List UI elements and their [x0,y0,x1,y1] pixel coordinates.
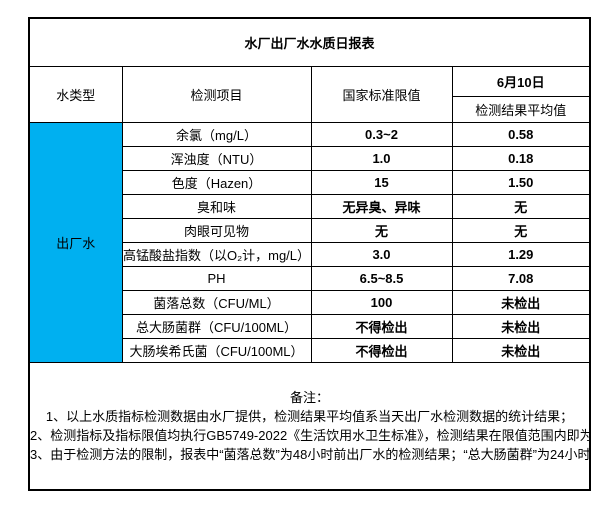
result-cell: 1.50 [451,170,591,195]
header-result-average: 检测结果平均值 [451,96,591,123]
note-line: 3、由于检测方法的限制，报表中“菌落总数”为48小时前出厂水的检测结果；“总大肠… [30,447,591,462]
note-line: 1、以上水质指标检测数据由水厂提供，检测结果平均值系当天出厂水检测数据的统计结果… [45,409,574,424]
result-cell: 0.18 [451,146,591,171]
limit-cell: 无异臭、异味 [310,194,453,219]
table-row: 高锰酸盐指数（以O₂计，mg/L） 3.0 1.29 [29,242,591,267]
result-cell: 未检出 [451,314,591,339]
table-row: 臭和味 无异臭、异味 无 [29,194,591,219]
limit-cell: 不得检出 [310,314,453,339]
result-cell: 未检出 [451,290,591,315]
item-cell: PH [121,266,312,291]
table-row: 总大肠菌群（CFU/100ML） 不得检出 未检出 [29,314,591,339]
limit-cell: 不得检出 [310,338,453,363]
page-title: 水厂出厂水水质日报表 [28,17,591,67]
water-quality-table: 水厂出厂水水质日报表 水类型 检测项目 国家标准限值 6月10日 检测结果平均值… [28,17,592,491]
result-cell: 无 [451,218,591,243]
limit-cell: 1.0 [310,146,453,171]
item-cell: 大肠埃希氏菌（CFU/100ML） [121,338,312,363]
header-water-type: 水类型 [28,66,123,123]
note-line: 2、检测指标及指标限值均执行GB5749-2022《生活饮用水卫生标准》，检测结… [30,428,591,443]
limit-cell: 3.0 [310,242,453,267]
result-cell: 0.58 [451,122,591,147]
table-row: 浑浊度（NTU） 1.0 0.18 [29,146,591,171]
limit-cell: 15 [310,170,453,195]
table-row: 大肠埃希氏菌（CFU/100ML） 不得检出 未检出 [29,338,591,363]
notes-row: 备注： 1、以上水质指标检测数据由水厂提供，检测结果平均值系当天出厂水检测数据的… [28,362,591,491]
item-cell: 肉眼可见物 [121,218,312,243]
item-cell: 色度（Hazen） [121,170,312,195]
limit-cell: 100 [310,290,453,315]
result-cell: 无 [451,194,591,219]
limit-cell: 无 [310,218,453,243]
item-cell: 余氯（mg/L） [121,122,312,147]
result-cell: 7.08 [451,266,591,291]
notes-label: 备注： [290,390,330,405]
item-cell: 浑浊度（NTU） [121,146,312,171]
header-row-top: 水类型 检测项目 国家标准限值 6月10日 [28,66,591,123]
header-test-item: 检测项目 [121,66,312,123]
header-date: 6月10日 [451,66,591,97]
limit-cell: 0.3~2 [310,122,453,147]
table-row: 色度（Hazen） 15 1.50 [29,170,591,195]
water-type-cell: 出厂水 [28,122,123,363]
table-row: 出厂水 余氯（mg/L） 0.3~2 0.58 [28,122,591,363]
table-row: 肉眼可见物 无 无 [29,218,591,243]
table-row: PH 6.5~8.5 7.08 [29,266,591,291]
header-row-bottom: 检测结果平均值 [29,96,591,123]
notes-cell: 备注： 1、以上水质指标检测数据由水厂提供，检测结果平均值系当天出厂水检测数据的… [28,362,591,491]
limit-cell: 6.5~8.5 [310,266,453,291]
item-cell: 总大肠菌群（CFU/100ML） [121,314,312,339]
title-row: 水厂出厂水水质日报表 [28,17,591,67]
result-cell: 未检出 [451,338,591,363]
table-row: 菌落总数（CFU/ML） 100 未检出 [29,290,591,315]
result-cell: 1.29 [451,242,591,267]
item-cell: 菌落总数（CFU/ML） [121,290,312,315]
item-cell: 臭和味 [121,194,312,219]
header-national-standard: 国家标准限值 [310,66,453,123]
item-cell: 高锰酸盐指数（以O₂计，mg/L） [121,242,312,267]
